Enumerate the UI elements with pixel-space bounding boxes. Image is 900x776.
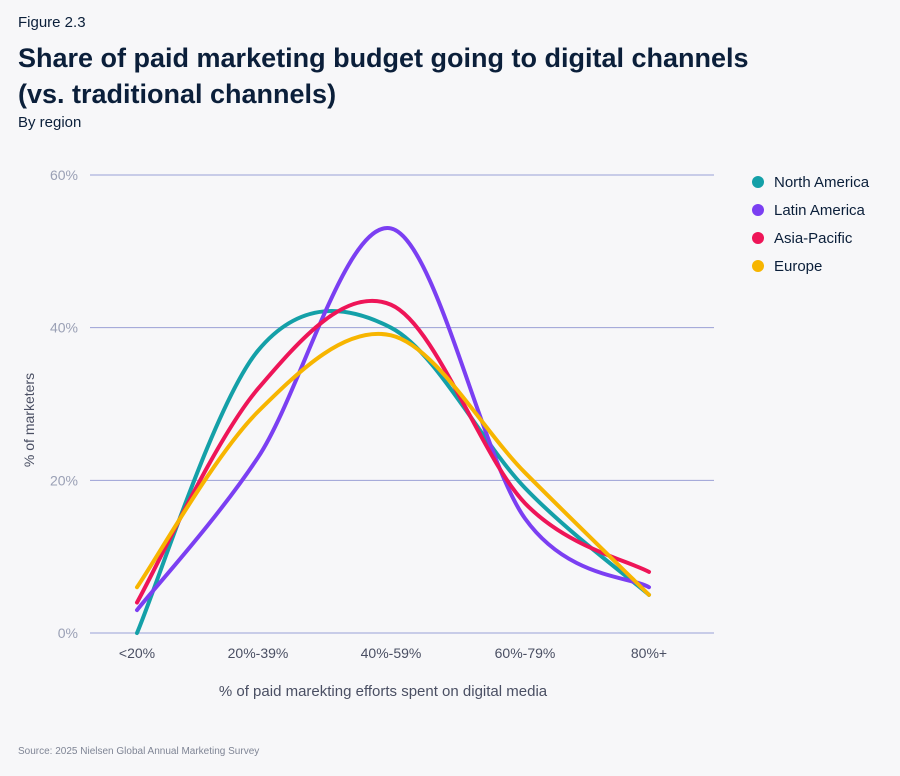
series-line-north-america bbox=[135, 309, 651, 635]
legend-swatch bbox=[752, 176, 764, 188]
legend-swatch bbox=[752, 260, 764, 272]
y-tick-label: 20% bbox=[50, 472, 78, 488]
x-axis-label: % of paid marekting efforts spent on dig… bbox=[219, 683, 548, 700]
legend-swatch bbox=[752, 204, 764, 216]
legend-label: North America bbox=[774, 173, 870, 191]
chart-legend: North America Latin America Asia-Pacific Eu… bbox=[752, 168, 869, 280]
y-tick-label: 0% bbox=[58, 625, 78, 641]
legend-label: Asia-Pacific bbox=[774, 229, 853, 247]
chart-title: Share of paid marketing budget going to … bbox=[18, 43, 749, 109]
x-tick-label: 60%-79% bbox=[495, 645, 556, 661]
series-line-europe bbox=[135, 331, 651, 597]
chart-subtitle: By region bbox=[18, 114, 82, 131]
source-note: Source: 2025 Nielsen Global Annual Marke… bbox=[18, 746, 260, 757]
series-line-asia-pacific bbox=[135, 298, 651, 605]
x-tick-label: <20% bbox=[119, 645, 155, 661]
y-tick-label: 60% bbox=[50, 167, 78, 183]
x-tick-label: 40%-59% bbox=[361, 645, 422, 661]
y-tick-label: 40% bbox=[50, 320, 78, 336]
figure-label: Figure 2.3 bbox=[18, 14, 86, 31]
gridlines bbox=[90, 174, 714, 634]
series-lines bbox=[135, 226, 651, 635]
legend-label: Latin America bbox=[774, 201, 865, 219]
series-line-latin-america bbox=[135, 226, 651, 613]
x-tick-label: 20%-39% bbox=[228, 645, 289, 661]
legend-label: Europe bbox=[774, 257, 823, 275]
legend-item-north-america: North America bbox=[752, 168, 869, 196]
x-tick-label: 80%+ bbox=[631, 645, 667, 661]
y-axis-label: % of marketers bbox=[21, 373, 37, 467]
x-axis-ticks: <20% 20%-39% 40%-59% 60%-79% 80%+ bbox=[119, 645, 667, 661]
legend-item-europe: Europe bbox=[752, 252, 869, 280]
legend-item-latin-america: Latin America bbox=[752, 196, 869, 224]
y-axis-ticks: 0% 20% 40% 60% bbox=[50, 167, 78, 641]
legend-swatch bbox=[752, 232, 764, 244]
legend-item-asia-pacific: Asia-Pacific bbox=[752, 224, 869, 252]
